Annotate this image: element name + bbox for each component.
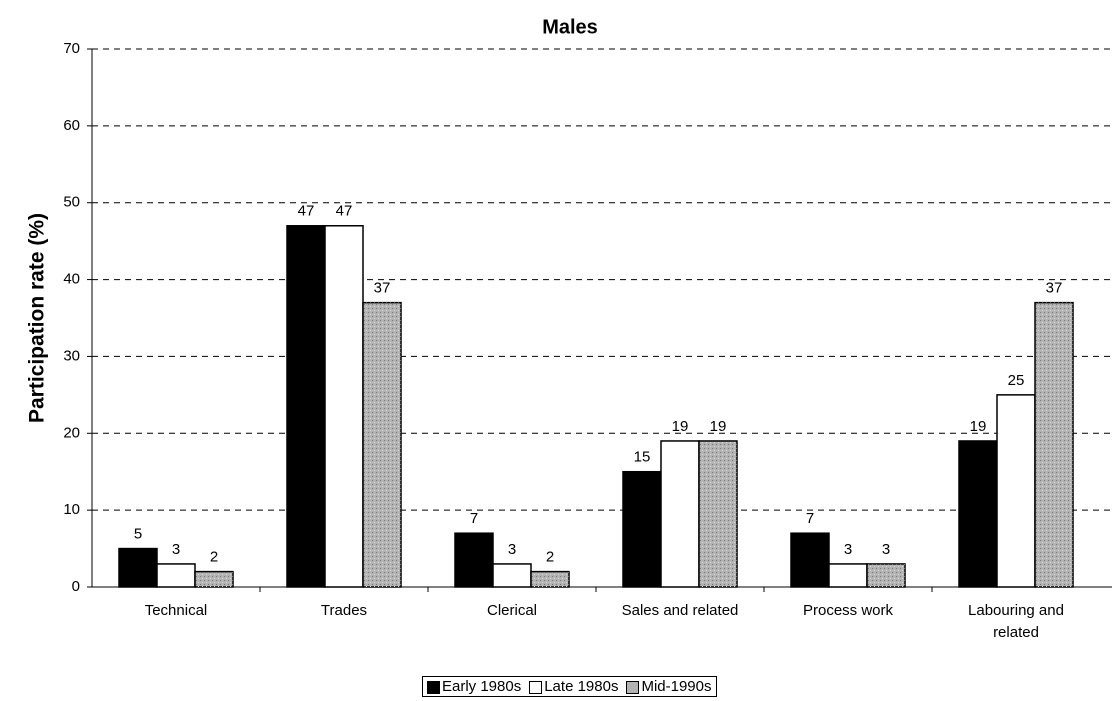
legend-swatch	[427, 680, 440, 694]
data-label: 47	[336, 203, 353, 220]
bar	[996, 394, 1036, 588]
y-tick-label: 20	[63, 424, 80, 441]
x-tick-label: Sales and related	[621, 602, 739, 619]
y-tick-label: 60	[63, 117, 80, 134]
data-label: 15	[634, 449, 651, 466]
x-tick-label: Labouring and related	[968, 602, 1064, 641]
bar	[454, 532, 494, 588]
y-tick-label: 10	[63, 501, 80, 518]
data-label: 2	[210, 549, 218, 566]
legend-item: Early 1980s	[427, 678, 521, 695]
data-label: 19	[672, 418, 689, 435]
y-tick-label: 50	[63, 194, 80, 211]
bar	[790, 532, 830, 588]
legend-label: Late 1980s	[544, 678, 619, 695]
data-label: 3	[172, 541, 180, 558]
data-label: 37	[1046, 280, 1063, 297]
chart-title: Males	[542, 16, 598, 38]
bar	[286, 225, 326, 588]
data-label: 3	[882, 541, 890, 558]
legend-label: Mid-1990s	[641, 678, 712, 695]
x-tick-label: Technical	[144, 602, 208, 619]
bar	[828, 563, 868, 588]
data-label: 3	[844, 541, 852, 558]
y-axis-label: Participation rate (%)	[26, 213, 49, 423]
data-label: 19	[970, 418, 987, 435]
bar	[156, 563, 196, 588]
data-label: 2	[546, 549, 554, 566]
x-tick-label: Clerical	[486, 602, 537, 619]
data-label: 5	[134, 526, 142, 543]
bar-texture	[363, 302, 401, 587]
data-label: 47	[298, 203, 315, 220]
bar	[324, 225, 364, 588]
bar	[660, 440, 700, 588]
legend-swatch	[626, 680, 640, 694]
bar-texture	[531, 571, 569, 587]
legend-item: Late 1980s	[529, 678, 618, 695]
legend: Early 1980s Late 1980s Mid-1990s	[422, 676, 717, 697]
data-label: 3	[508, 541, 516, 558]
legend-swatch	[529, 680, 543, 694]
data-label: 7	[806, 510, 814, 527]
bar-texture	[195, 571, 233, 587]
bar-texture	[867, 563, 905, 587]
bar	[622, 470, 662, 588]
data-label: 25	[1008, 372, 1025, 389]
y-tick-label: 30	[63, 347, 80, 364]
bar	[958, 440, 998, 588]
legend-label: Early 1980s	[442, 678, 522, 695]
y-tick-label: 0	[72, 578, 80, 595]
y-tick-label: 40	[63, 271, 80, 288]
bar-texture	[1035, 302, 1073, 587]
data-label: 7	[470, 510, 478, 527]
data-label: 19	[710, 418, 727, 435]
y-tick-label: 70	[63, 40, 80, 57]
x-tick-label: Process work	[802, 602, 894, 619]
legend-item: Mid-1990s	[626, 678, 712, 695]
x-tick-label: Trades	[320, 602, 368, 619]
bar	[492, 563, 532, 588]
data-label: 37	[374, 280, 391, 297]
bar	[118, 547, 158, 588]
bar-texture	[699, 440, 737, 587]
